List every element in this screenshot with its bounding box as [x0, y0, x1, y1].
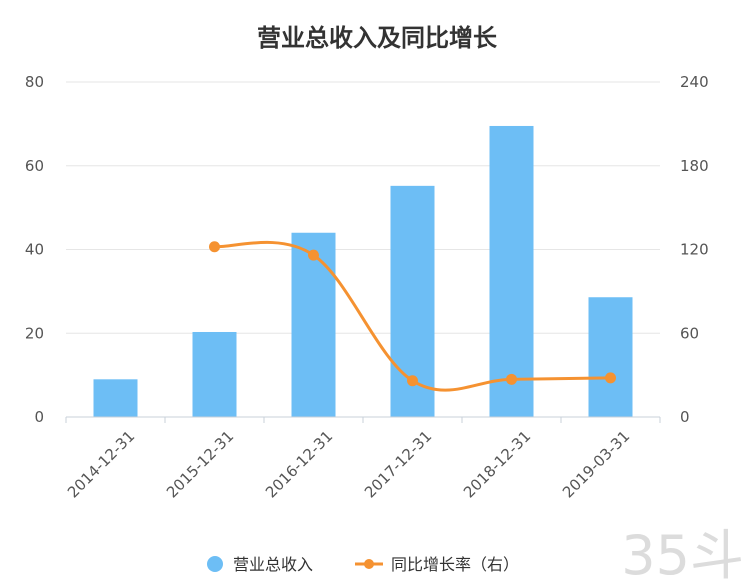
legend-line-dot: [364, 559, 374, 569]
legend-bar-label: 营业总收入: [233, 555, 313, 574]
line-point: [308, 249, 319, 261]
bar: [588, 297, 633, 417]
line-point: [605, 372, 616, 384]
line-series: [209, 240, 616, 392]
x-tick-label: 2016-12-31: [262, 427, 336, 501]
right-axis: 0 60 120 180 240: [680, 73, 709, 426]
left-axis: 0 20 40 60 80: [25, 73, 44, 426]
right-tick-label: 240: [680, 73, 709, 91]
bar: [291, 232, 336, 417]
x-tick-label: 2019-03-31: [559, 427, 633, 501]
x-tick-label: 2018-12-31: [460, 427, 534, 501]
right-tick-label: 0: [680, 408, 690, 426]
x-tick-label: 2015-12-31: [163, 427, 237, 501]
left-tick-label: 40: [25, 241, 44, 259]
gridlines: [66, 81, 660, 334]
bar-series: [93, 125, 633, 417]
x-tick-label: 2014-12-31: [64, 427, 138, 501]
x-axis: 2014-12-31 2015-12-31 2016-12-31 2017-12-31…: [64, 416, 661, 501]
left-tick-label: 20: [25, 324, 44, 342]
left-tick-label: 0: [34, 408, 44, 426]
right-tick-label: 180: [680, 157, 709, 175]
legend: 营业总收入 同比增长率（右）: [207, 555, 519, 574]
right-tick-label: 120: [680, 241, 709, 259]
line-point: [407, 375, 418, 387]
left-tick-label: 60: [25, 157, 44, 175]
line-point: [209, 241, 220, 253]
chart-title: 营业总收入及同比增长: [257, 24, 498, 52]
x-tick-label: 2017-12-31: [361, 427, 435, 501]
left-tick-label: 80: [25, 73, 44, 91]
right-tick-label: 60: [680, 324, 699, 342]
legend-bar-swatch: [207, 556, 223, 572]
legend-line-label: 同比增长率（右）: [391, 555, 519, 574]
line-point: [506, 373, 517, 385]
bar: [489, 125, 534, 417]
bar: [192, 331, 237, 417]
bar: [93, 379, 138, 417]
watermark: 35斗: [621, 524, 744, 586]
